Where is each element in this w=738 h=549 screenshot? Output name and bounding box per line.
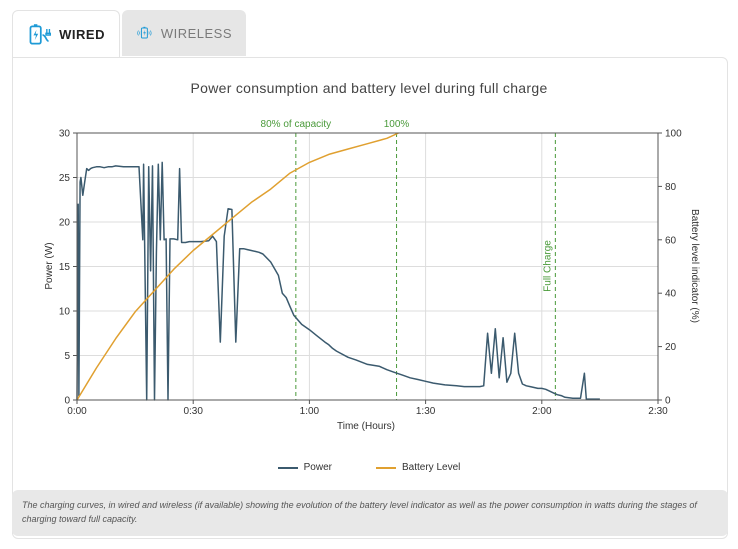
tab-wireless-label: WIRELESS [160,25,232,41]
chart-legend: Power Battery Level [0,462,738,473]
legend-item-power[interactable]: Power [277,462,332,473]
y-tick-label: 5 [64,351,70,362]
x-tick-label: 0:30 [183,406,203,417]
x-tick-label: 1:30 [416,406,436,417]
y2-axis-label: Battery level indicator (%) [689,209,700,323]
tab-wireless[interactable]: WIRELESS [122,10,246,56]
y2-tick-label: 60 [665,235,677,246]
legend-label-battery: Battery Level [401,462,461,473]
series-line-power [76,161,600,401]
tab-wired-label: WIRED [59,27,105,42]
x-tick-label: 2:30 [648,406,668,417]
y2-tick-label: 40 [665,289,677,300]
y-tick-label: 15 [59,262,71,273]
series-line-battery [76,132,399,401]
legend-swatch-power [277,466,298,469]
legend-swatch-battery [375,466,396,469]
y-tick-label: 25 [59,173,71,184]
wireless-charging-icon [137,26,152,39]
x-tick-label: 2:00 [532,406,552,417]
y-tick-label: 20 [59,218,71,229]
annotation-label: 80% of capacity [261,119,332,130]
chart-panel [12,57,728,539]
legend-label-power: Power [303,462,332,473]
x-axis-label: Time (Hours) [337,421,395,432]
annotation-label: Full Charge [542,240,553,292]
y2-tick-label: 100 [665,129,682,140]
x-tick-label: 1:00 [300,406,320,417]
y2-tick-label: 0 [665,396,671,407]
chart-caption: The charging curves, in wired and wirele… [12,490,728,536]
y-tick-label: 0 [64,396,70,407]
y-tick-label: 30 [59,129,71,140]
y2-tick-label: 20 [665,342,677,353]
y-axis-label: Power (W) [44,242,55,289]
chart-title: Power consumption and battery level duri… [190,80,548,96]
annotation-label: 100% [384,119,410,130]
x-tick-label: 0:00 [67,406,87,417]
y-tick-label: 10 [59,307,71,318]
y2-tick-label: 80 [665,182,677,193]
tab-wired[interactable]: WIRED [12,10,120,58]
legend-item-battery[interactable]: Battery Level [375,462,461,473]
wired-charging-icon [29,23,51,44]
plot-frame [76,132,659,401]
charging-mode-tabs: WIRED WIRELESS [12,10,246,58]
